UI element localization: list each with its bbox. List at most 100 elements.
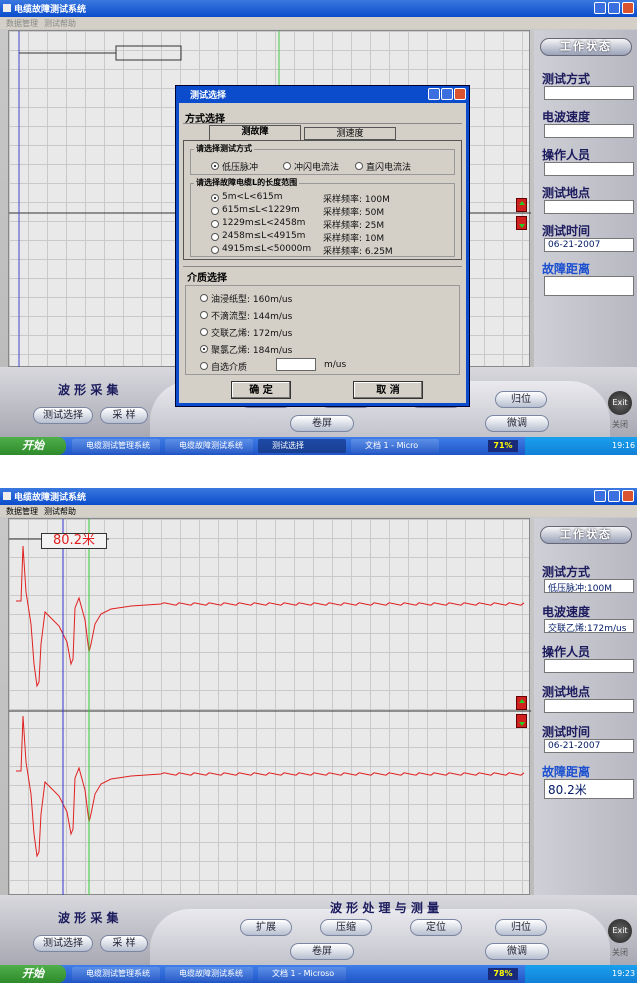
status-label: 测试时间 — [542, 224, 591, 238]
acquire-heading: 波 形 采 集 — [58, 383, 119, 397]
radio-button[interactable] — [211, 233, 219, 241]
close-label: 关闭 — [612, 420, 628, 429]
start-button[interactable]: 开始 — [0, 437, 66, 455]
panel-button[interactable]: 卷屏 — [290, 415, 354, 432]
radio-button[interactable] — [211, 207, 219, 215]
status-label: 操作人员 — [542, 645, 591, 659]
panel-button[interactable]: 归位 — [495, 391, 547, 408]
range-label: 1229m≤L<2458m — [222, 218, 306, 228]
processing-heading: 波 形 处 理 与 测 量 — [330, 901, 440, 915]
window-title: 电缆故障测试系统 — [14, 493, 87, 503]
group-title: 请选择故障电缆L的长度范围 — [194, 177, 300, 188]
medium-option: 聚氯乙烯: 184m/us — [211, 346, 293, 356]
screenshot: 电缆故障测试系统 数据管理 测试帮助 工作状态 测试方式 电波速度 操作人员 测试地点 测试时间… — [0, 0, 637, 455]
marker-label: 80.2米 — [41, 533, 107, 549]
task-button[interactable]: 文档 1 - Microso — [258, 967, 346, 981]
radio-button[interactable] — [200, 311, 208, 319]
panel-button[interactable]: 采 样 — [100, 407, 148, 424]
status-label: 电波速度 — [542, 110, 591, 124]
task-button[interactable]: 电缆测试管理系统 — [72, 439, 160, 453]
tab[interactable]: 测速度 — [304, 127, 396, 140]
status-label: 测试地点 — [542, 685, 591, 699]
window-button[interactable] — [622, 2, 634, 14]
menu-item[interactable]: 测试帮助 — [44, 507, 76, 516]
exit-button[interactable]: Exit — [608, 391, 632, 415]
panel-button[interactable]: 测试选择 — [33, 935, 93, 952]
status-value-box — [544, 200, 634, 214]
dialog-button[interactable]: 确 定 — [231, 381, 291, 399]
custom-input[interactable] — [276, 358, 316, 371]
status-value-box: 06-21-2007 — [544, 739, 634, 753]
task-button[interactable]: 电缆故障测试系统 — [165, 439, 253, 453]
menu-bar: 数据管理 测试帮助 — [0, 17, 637, 29]
radio-button[interactable] — [211, 194, 219, 202]
radio-button[interactable] — [200, 328, 208, 336]
menu-item[interactable]: 数据管理 — [6, 19, 38, 28]
panel-button[interactable]: 微调 — [485, 415, 549, 432]
panel-button[interactable]: 微调 — [485, 943, 549, 960]
scroll-arrow-button[interactable] — [516, 714, 527, 728]
radio-button[interactable] — [200, 345, 208, 353]
panel-button[interactable]: 卷屏 — [290, 943, 354, 960]
radio-button[interactable] — [211, 162, 219, 170]
window-button[interactable] — [428, 88, 440, 100]
radio-button[interactable] — [200, 362, 208, 370]
window-button[interactable] — [622, 490, 634, 502]
group-title: 请选择测试方式 — [194, 143, 254, 154]
panel-button[interactable]: 归位 — [495, 919, 547, 936]
section-heading: 介质选择 — [187, 273, 227, 284]
menu-item[interactable]: 数据管理 — [6, 507, 38, 516]
range-label: 5m<L<615m — [222, 192, 283, 202]
task-button[interactable]: 测试选择 — [258, 439, 346, 453]
marker-box — [115, 45, 182, 61]
radio-button[interactable] — [211, 220, 219, 228]
range-label: 615m≤L<1229m — [222, 205, 300, 215]
exit-button[interactable]: Exit — [608, 919, 632, 943]
panel-button[interactable]: 压缩 — [320, 919, 372, 936]
medium-option: 油浸纸型: 160m/us — [211, 295, 293, 305]
radio-button[interactable] — [283, 162, 291, 170]
scroll-arrow-button[interactable] — [516, 198, 527, 212]
status-panel: 工作状态 测试方式 低压脉冲:100M 电波速度 交联乙烯:172m/us 操作人员 测试地… — [534, 518, 637, 895]
radio-button[interactable] — [355, 162, 363, 170]
window-button[interactable] — [608, 490, 620, 502]
menu-item[interactable]: 测试帮助 — [44, 19, 76, 28]
window-button[interactable] — [441, 88, 453, 100]
group-box: 低压脉冲 冲闪电流法 直闪电流法 — [190, 149, 455, 175]
status-value-box — [544, 659, 634, 673]
task-button[interactable]: 文档 1 - Micro — [351, 439, 439, 453]
waveform-area: 80.2米 — [8, 518, 531, 896]
option-label: 低压脉冲 — [222, 163, 259, 173]
window-button[interactable] — [594, 2, 606, 14]
panel-button[interactable]: 测试选择 — [33, 407, 93, 424]
medium-option: 不滴流型: 144m/us — [211, 312, 293, 322]
task-button[interactable]: 电缆测试管理系统 — [72, 967, 160, 981]
status-value-box: 80.2米 — [544, 779, 634, 799]
status-label: 操作人员 — [542, 148, 591, 162]
scroll-arrow-button[interactable] — [516, 216, 527, 230]
rate-label: 采样频率: 50M — [323, 208, 385, 218]
taskbar: 开始 电缆测试管理系统 电缆故障测试系统 文档 1 - Microso 78% 19:23 — [0, 965, 637, 983]
status-value-box: 交联乙烯:172m/us — [544, 619, 634, 634]
acquire-heading: 波 形 采 集 — [58, 911, 119, 925]
range-label: 4915m≤L<50000m — [222, 244, 312, 254]
radio-button[interactable] — [211, 246, 219, 254]
medium-option: 交联乙烯: 172m/us — [211, 329, 293, 339]
status-heading: 工作状态 — [540, 526, 632, 544]
tab[interactable]: 测故障 — [209, 125, 301, 141]
medium-option: 自选介质 — [211, 363, 248, 373]
start-button[interactable]: 开始 — [0, 965, 66, 983]
task-button[interactable]: 电缆故障测试系统 — [165, 967, 253, 981]
window-button[interactable] — [608, 2, 620, 14]
scroll-arrow-button[interactable] — [516, 696, 527, 710]
window-button[interactable] — [454, 88, 466, 100]
window-button[interactable] — [594, 490, 606, 502]
rate-label: 采样频率: 6.25M — [323, 247, 393, 257]
panel-button[interactable]: 定位 — [410, 919, 462, 936]
status-value-box — [544, 86, 634, 100]
dialog-button[interactable]: 取 消 — [353, 381, 423, 399]
clock: 19:16 — [612, 441, 636, 450]
panel-button[interactable]: 扩展 — [240, 919, 292, 936]
radio-button[interactable] — [200, 294, 208, 302]
panel-button[interactable]: 采 样 — [100, 935, 148, 952]
